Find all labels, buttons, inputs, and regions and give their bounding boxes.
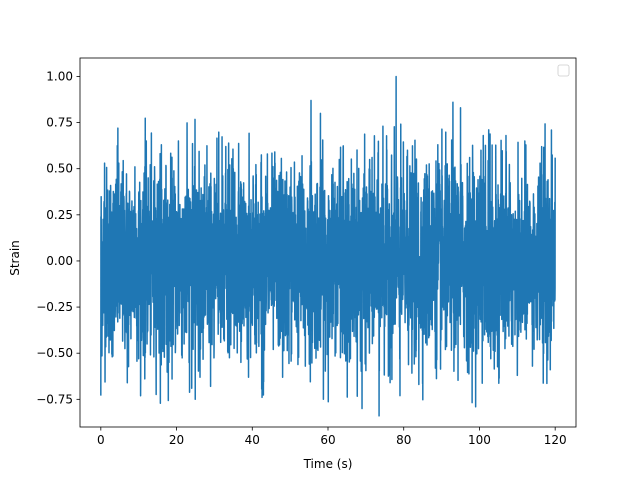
x-axis-label: Time (s) xyxy=(303,457,353,471)
plot-layer xyxy=(100,75,556,417)
y-tick-label: −0.50 xyxy=(36,346,73,360)
y-tick-label: 1.00 xyxy=(46,69,73,83)
y-tick-label: 0.00 xyxy=(46,254,73,268)
axes-layer: 0 20 40 60 80 100 120 −0.75 −0.50 −0.25 0.00 0.25 0.… xyxy=(36,57,577,447)
y-tick-label: −0.75 xyxy=(36,392,73,406)
y-tick-label: 0.25 xyxy=(46,208,73,222)
x-tick-label: 20 xyxy=(169,433,184,447)
y-axis-label: Strain xyxy=(8,240,22,276)
y-tick-label: 0.75 xyxy=(46,116,73,130)
x-tick-label: 0 xyxy=(97,433,105,447)
x-tick-label: 100 xyxy=(468,433,491,447)
x-tick-label: 80 xyxy=(396,433,411,447)
series-line xyxy=(100,75,556,417)
legend-box xyxy=(557,64,570,77)
y-tick-label: 0.50 xyxy=(46,162,73,176)
x-tick-label: 60 xyxy=(320,433,335,447)
x-tick-label: 120 xyxy=(544,433,567,447)
y-tick-label: −0.25 xyxy=(36,300,73,314)
x-tick-label: 40 xyxy=(245,433,260,447)
